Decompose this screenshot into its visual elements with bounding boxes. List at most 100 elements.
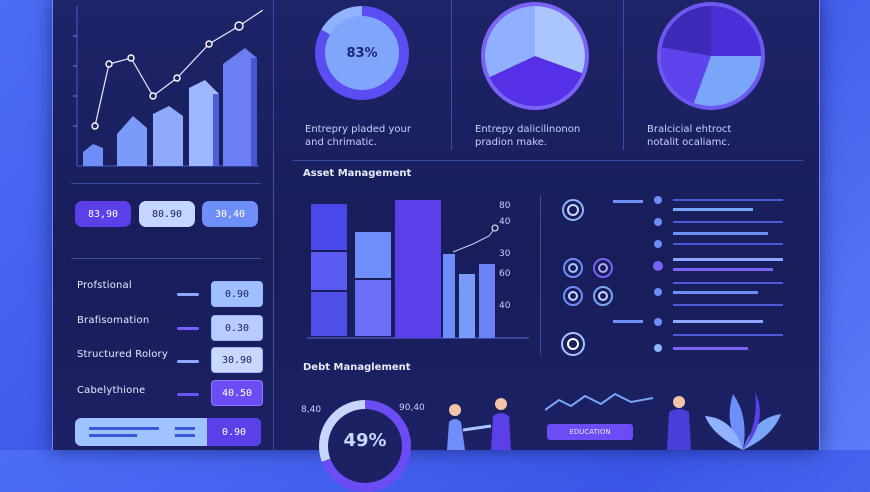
- dashboard-panel: 83,90 80.90 30,40 Profstional 0.90 Brafi…: [52, 0, 820, 492]
- axis-label: 90,40: [399, 403, 425, 413]
- slider-track: [673, 199, 783, 201]
- bar: [223, 48, 257, 166]
- section-title: Asset Management: [303, 168, 412, 179]
- footer-line: [175, 434, 195, 437]
- swirl-icon: [593, 286, 613, 306]
- data-point: [173, 74, 181, 82]
- dot-icon: [654, 288, 662, 296]
- data-point: [127, 54, 135, 62]
- slider-track: [673, 304, 783, 306]
- chart-caption: Entrepry pladed your: [305, 124, 411, 135]
- bar: [189, 80, 219, 166]
- bar: [459, 274, 475, 338]
- divider: [293, 160, 803, 161]
- bar-shade: [213, 94, 219, 166]
- chart-caption: Bralcicial ehtroct: [647, 124, 732, 135]
- debt-donut: 49%: [319, 400, 411, 492]
- swirl-icon: [563, 258, 583, 278]
- pie-chart: [485, 6, 585, 106]
- person-icon: [667, 396, 691, 450]
- swirl-icon: [593, 258, 613, 278]
- chart-caption: notalit ocaliamc.: [647, 137, 731, 148]
- pie-chart: [661, 6, 761, 106]
- metric-track: [177, 360, 199, 363]
- plant-icon: [705, 392, 781, 450]
- metric-value[interactable]: 40.50: [211, 380, 263, 406]
- stat-pill[interactable]: 83,90: [75, 201, 131, 227]
- bar-series: [83, 48, 257, 166]
- dot-icon: [654, 240, 662, 248]
- swirl-icon: [561, 332, 585, 356]
- donut-value: 49%: [343, 430, 387, 451]
- bar-shade: [251, 58, 257, 166]
- slider-track: [673, 291, 758, 294]
- data-point: [205, 40, 213, 48]
- footer-bar[interactable]: 0.90: [75, 418, 261, 446]
- bar: [311, 252, 347, 290]
- divider: [71, 258, 261, 259]
- chart-caption: Entrepy dalicilinonon: [475, 124, 581, 135]
- trend-points: [91, 21, 244, 130]
- metric-label: Structured Rolory: [77, 349, 168, 360]
- dot-icon: [654, 344, 662, 352]
- divider: [273, 0, 274, 450]
- footer-line: [175, 427, 195, 430]
- data-point: [491, 224, 499, 232]
- trend-line: [452, 227, 496, 253]
- divider: [71, 183, 261, 184]
- chart-caption: and chrimatic.: [305, 137, 377, 148]
- bar: [311, 292, 347, 336]
- dot-icon: [653, 261, 663, 271]
- asset-bar-chart: [307, 200, 529, 339]
- metric-value[interactable]: 30.90: [211, 347, 263, 373]
- slider-track: [673, 347, 748, 350]
- bar: [443, 254, 455, 338]
- education-button[interactable]: EDUCATION: [547, 424, 633, 440]
- small-icons: [653, 196, 663, 352]
- people-illustration: [447, 398, 511, 450]
- bar: [311, 204, 347, 250]
- section-title: Debt Managlement: [303, 362, 411, 373]
- axis-label: 30: [499, 249, 511, 259]
- slider-track: [673, 320, 763, 323]
- stat-pill[interactable]: 30,40: [202, 201, 258, 227]
- y-ticks: [73, 35, 77, 127]
- data-point: [149, 92, 157, 100]
- controls-grid[interactable]: [548, 192, 788, 362]
- slider-track: [613, 200, 643, 203]
- footer-value: 0.90: [207, 418, 261, 446]
- axis-label: 40: [499, 301, 511, 311]
- bar: [479, 264, 495, 338]
- divider: [540, 195, 541, 355]
- bar: [355, 280, 391, 336]
- axis-label: 80: [499, 201, 511, 211]
- bar: [83, 144, 103, 166]
- donut-value: 83%: [346, 46, 378, 61]
- metric-label: Brafisomation: [77, 315, 150, 326]
- metric-track: [177, 327, 199, 330]
- metric-value[interactable]: 0.30: [211, 315, 263, 341]
- divider: [451, 0, 452, 150]
- axis-label: 40: [499, 217, 511, 227]
- slider-track: [673, 268, 773, 271]
- dot-icon: [654, 196, 662, 204]
- growth-chart: [73, 6, 263, 167]
- metric-value[interactable]: 0.90: [211, 281, 263, 307]
- slider-track: [673, 258, 783, 261]
- bar-series: [311, 200, 495, 338]
- metric-track: [177, 393, 199, 396]
- stat-pill[interactable]: 80.90: [139, 201, 195, 227]
- zigzag-chart: [545, 392, 654, 411]
- bar: [355, 232, 391, 278]
- slider-track: [673, 334, 783, 336]
- dot-icon: [654, 318, 662, 326]
- slider-track: [673, 232, 768, 235]
- chart-caption: pradion make.: [475, 137, 547, 148]
- footer-line: [89, 427, 159, 430]
- slider-track: [673, 282, 783, 284]
- axis-label: 60: [499, 269, 511, 279]
- metric-label: Profstional: [77, 280, 132, 291]
- slider-track: [673, 243, 783, 245]
- bar: [395, 200, 441, 338]
- metric-label: Cabelythione: [77, 385, 146, 396]
